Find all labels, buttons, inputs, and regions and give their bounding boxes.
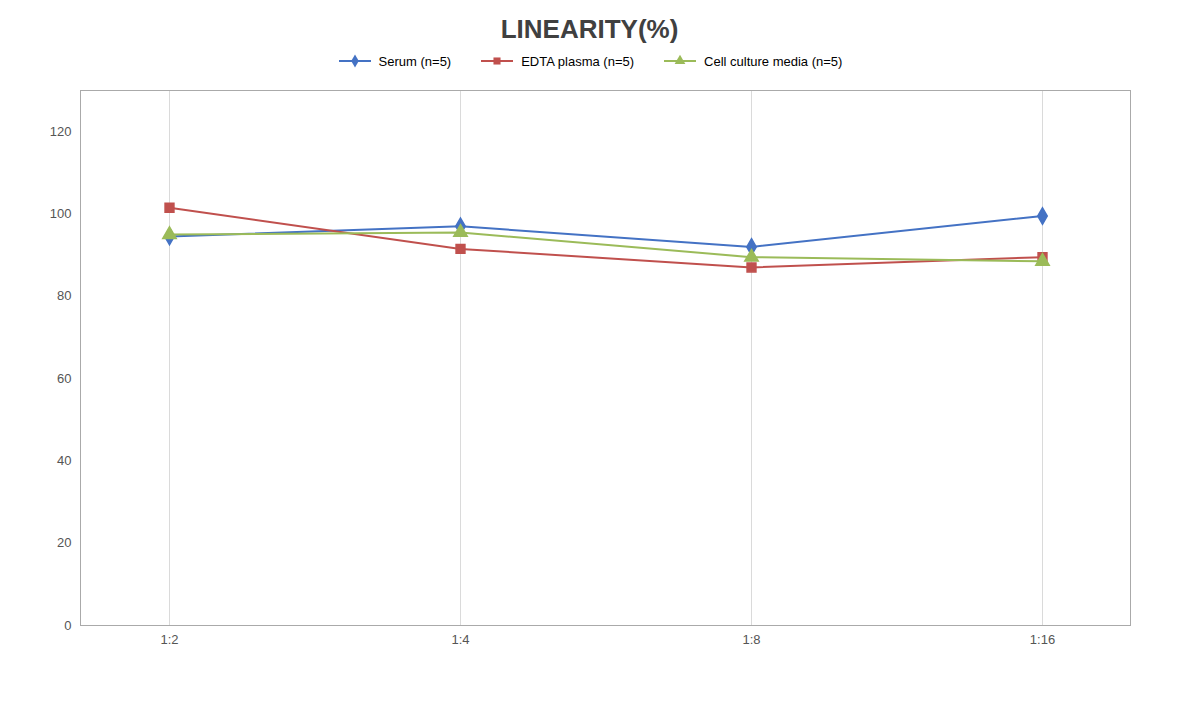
svg-text:60: 60 [57, 371, 71, 386]
html-text:LINEARITY(%): LINEARITY(%) [500, 14, 679, 44]
svg-text:1:8: 1:8 [742, 632, 760, 647]
svg-text:120: 120 [49, 124, 71, 139]
svg-text:0: 0 [64, 618, 71, 633]
html-text:Serum (n=5): Serum (n=5) [378, 53, 452, 69]
svg-text:80: 80 [57, 288, 71, 303]
svg-text:40: 40 [57, 453, 71, 468]
html-text:EDTA plasma (n=5): EDTA plasma (n=5) [521, 53, 634, 69]
svg-text:100: 100 [49, 206, 71, 221]
svg-text:1:16: 1:16 [1029, 632, 1054, 647]
svg-text:1:4: 1:4 [451, 632, 469, 647]
svg-text:20: 20 [57, 535, 71, 550]
svg-text:1:2: 1:2 [160, 632, 178, 647]
html-text:Cell culture media (n=5): Cell culture media (n=5) [704, 53, 843, 69]
